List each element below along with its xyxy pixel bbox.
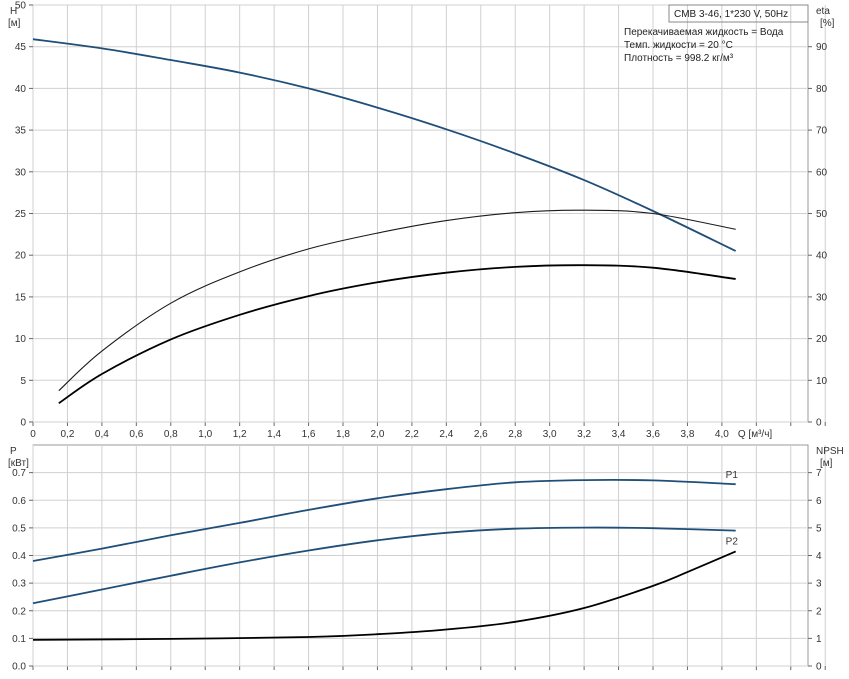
top-left-tick-label: 30: [15, 167, 27, 178]
x-tick-label: 2,6: [474, 429, 488, 440]
bottom-left-tick-label: 0.7: [12, 468, 26, 479]
top-left-tick-label: 50: [15, 1, 27, 12]
bottom-left-tick-label: 0.2: [12, 606, 26, 617]
bottom-left-tick-label: 0.3: [12, 579, 26, 590]
bottom-right-tick-label: 5: [816, 523, 822, 534]
x-tick-label: 1,6: [302, 429, 316, 440]
top-right-axis-unit: [%]: [820, 18, 835, 29]
x-tick-label: 1,2: [233, 429, 247, 440]
x-tick-label: 2,2: [405, 429, 419, 440]
bottom-series-label-P2: P2: [726, 537, 739, 548]
bottom-left-axis-label: P: [10, 446, 17, 457]
x-tick-label: 3,8: [680, 429, 694, 440]
bottom-right-tick-label: 6: [816, 496, 822, 507]
x-tick-label: 0,2: [60, 429, 74, 440]
bottom-right-tick-label: 3: [816, 579, 822, 590]
top-series-line-1: [58, 209, 736, 392]
x-tick-label: 1,0: [198, 429, 212, 440]
x-tick-label: 3,4: [612, 429, 626, 440]
top-left-tick-label: 20: [15, 251, 27, 262]
x-tick-label: 3,2: [577, 429, 591, 440]
info-line: Темп. жидкости = 20 °C: [624, 40, 733, 51]
top-right-tick-label: 70: [816, 126, 828, 137]
bottom-right-tick-label: 1: [816, 634, 822, 645]
top-series-line-2: [58, 264, 736, 404]
bottom-right-tick-label: 2: [816, 606, 822, 617]
top-right-tick-label: 10: [816, 376, 828, 387]
bottom-right-tick-label: 0: [816, 662, 822, 673]
info-line: Перекачиваемая жидкость = Вода: [624, 27, 784, 38]
bottom-left-tick-label: 0.5: [12, 523, 26, 534]
top-left-tick-label: 35: [15, 126, 27, 137]
top-right-tick-label: 30: [816, 292, 828, 303]
top-right-tick-label: 40: [816, 251, 828, 262]
x-tick-label: 1,4: [267, 429, 281, 440]
bottom-left-axis-unit: [кВт]: [8, 458, 29, 469]
top-right-tick-label: 20: [816, 334, 828, 345]
bottom-series-label-P1: P1: [726, 470, 739, 481]
top-right-tick-label: 60: [816, 167, 828, 178]
bottom-right-axis-label: NPSH: [816, 446, 844, 457]
bottom-left-tick-label: 0.4: [12, 551, 26, 562]
x-tick-label: 2,8: [508, 429, 522, 440]
x-axis-label: Q [м³/ч]: [738, 429, 773, 440]
x-tick-label: 3,0: [543, 429, 557, 440]
top-left-tick-label: 10: [15, 334, 27, 345]
top-right-tick-label: 90: [816, 42, 828, 53]
x-tick-label: 1,8: [336, 429, 350, 440]
legend-box-frame: [668, 4, 809, 23]
top-right-tick-label: 80: [816, 84, 828, 95]
bottom-series-line-1: [32, 526, 736, 605]
top-left-tick-label: 5: [20, 376, 26, 387]
top-series-line-0: [32, 38, 737, 252]
bottom-right-axis-unit: [м]: [820, 458, 833, 469]
top-left-tick-label: 45: [15, 42, 27, 53]
top-right-tick-label: 50: [816, 209, 828, 220]
x-tick-label: 2,4: [439, 429, 453, 440]
x-tick-label: 4,0: [715, 429, 729, 440]
bottom-series-line-0: [32, 478, 736, 562]
bottom-series-line-2: [32, 550, 737, 641]
bottom-right-tick-label: 4: [816, 551, 822, 562]
legend-box-text: CMB 3-46, 1*230 V, 50Hz: [674, 9, 788, 20]
x-tick-label: 0,8: [164, 429, 178, 440]
top-right-tick-label: 0: [816, 418, 822, 429]
x-tick-label: 0,6: [129, 429, 143, 440]
bottom-right-tick-label: 7: [816, 468, 822, 479]
top-left-axis-label: H: [10, 6, 17, 17]
x-tick-label: 2,0: [370, 429, 384, 440]
top-left-tick-label: 0: [20, 418, 26, 429]
top-left-tick-label: 40: [15, 84, 27, 95]
top-left-axis-unit: [м]: [8, 18, 21, 29]
top-left-tick-label: 15: [15, 292, 27, 303]
info-line: Плотность = 998.2 кг/м³: [624, 53, 734, 64]
bottom-left-tick-label: 0.1: [12, 634, 26, 645]
x-tick-label: 3,6: [646, 429, 660, 440]
bottom-left-tick-label: 0.0: [12, 662, 26, 673]
top-left-tick-label: 25: [15, 209, 27, 220]
x-tick-label: 0: [30, 429, 36, 440]
x-tick-label: 0,4: [95, 429, 109, 440]
top-right-axis-label: eta: [816, 6, 830, 17]
bottom-left-tick-label: 0.6: [12, 496, 26, 507]
